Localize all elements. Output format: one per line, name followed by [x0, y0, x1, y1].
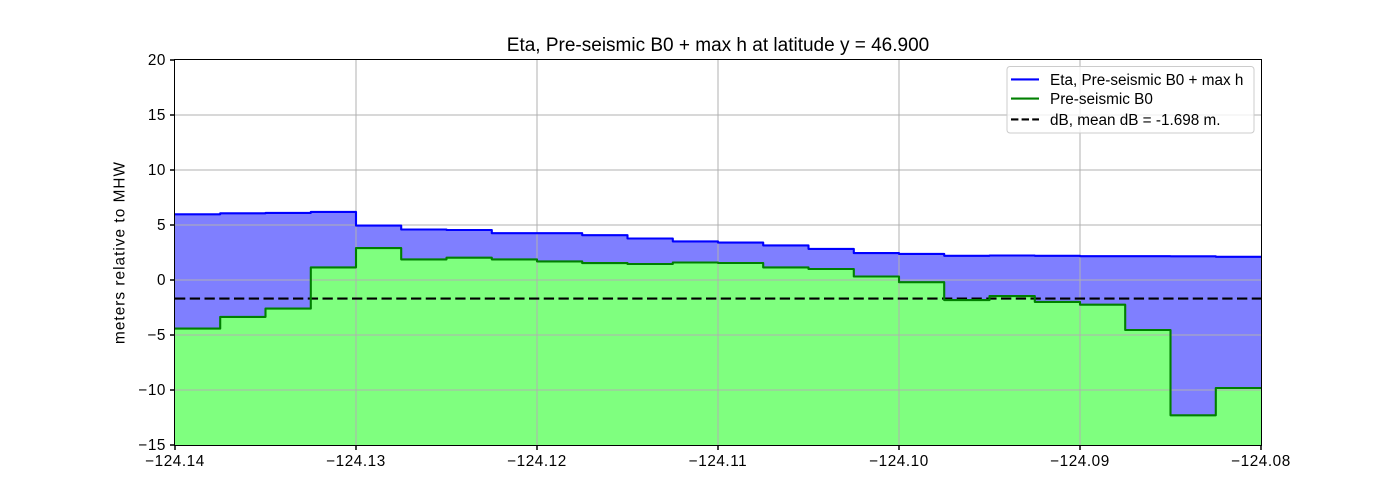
svg-text:−124.08: −124.08: [1231, 453, 1291, 470]
svg-text:−15: −15: [138, 437, 166, 454]
svg-text:−124.11: −124.11: [689, 453, 747, 470]
svg-text:10: 10: [148, 162, 166, 179]
svg-text:15: 15: [148, 107, 166, 124]
svg-text:meters relative to MHW: meters relative to MHW: [112, 161, 129, 344]
svg-text:−5: −5: [147, 327, 166, 344]
svg-text:−124.14: −124.14: [145, 453, 205, 470]
svg-text:Pre-seismic B0: Pre-seismic B0: [1050, 91, 1153, 108]
svg-text:Eta, Pre-seismic B0 + max h: Eta, Pre-seismic B0 + max h: [1050, 72, 1243, 89]
svg-text:5: 5: [157, 217, 166, 234]
svg-text:−124.12: −124.12: [507, 453, 567, 470]
svg-text:0: 0: [157, 272, 166, 289]
svg-text:−124.13: −124.13: [326, 453, 386, 470]
svg-text:20: 20: [148, 52, 166, 69]
svg-text:−10: −10: [138, 382, 166, 399]
svg-text:dB, mean dB = -1.698 m.: dB, mean dB = -1.698 m.: [1050, 112, 1220, 129]
svg-text:−124.10: −124.10: [869, 453, 929, 470]
svg-text:−124.09: −124.09: [1050, 453, 1110, 470]
svg-text:Eta, Pre-seismic B0 + max h at: Eta, Pre-seismic B0 + max h at latitude …: [507, 35, 929, 56]
